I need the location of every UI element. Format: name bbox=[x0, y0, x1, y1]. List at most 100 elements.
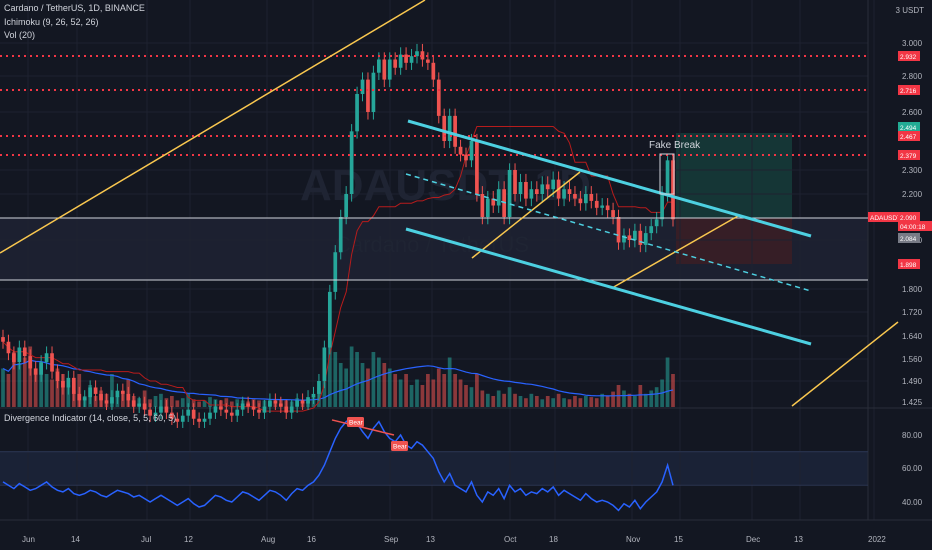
price-tag: 2.379 bbox=[900, 153, 917, 160]
volume-bar bbox=[649, 390, 654, 407]
volume-bar bbox=[611, 391, 615, 407]
candle-body bbox=[600, 205, 605, 208]
price-tick: 1.490 bbox=[902, 377, 923, 386]
volume-bar bbox=[387, 368, 392, 407]
volume-bar bbox=[464, 385, 468, 407]
price-tick: 2.600 bbox=[902, 108, 923, 117]
candle-body bbox=[22, 347, 27, 357]
time-tick: 15 bbox=[674, 535, 683, 544]
volume-bar bbox=[540, 399, 545, 407]
volume-bar bbox=[393, 374, 398, 407]
volume-bar bbox=[170, 396, 174, 407]
candle-body bbox=[420, 51, 425, 60]
candle-body bbox=[333, 252, 338, 292]
candle-body bbox=[180, 415, 185, 422]
candle-body bbox=[524, 182, 528, 199]
volume-bar bbox=[377, 357, 381, 407]
candle-body bbox=[300, 400, 305, 404]
volume-bar bbox=[627, 393, 632, 407]
bear-label-1: Bear bbox=[349, 420, 364, 427]
price-tag: 2.494 bbox=[900, 125, 917, 132]
candle-body bbox=[219, 406, 223, 410]
volume-bar bbox=[475, 374, 479, 407]
volume-bar bbox=[529, 393, 534, 407]
candle-body bbox=[583, 194, 588, 204]
ichimoku-legend[interactable]: Ichimoku (9, 26, 52, 26) bbox=[4, 17, 99, 27]
candle-body bbox=[191, 409, 196, 419]
bear-label-2: Bear bbox=[393, 444, 408, 451]
candle-body bbox=[551, 179, 556, 190]
volume-bar bbox=[355, 352, 359, 407]
volume-bar bbox=[327, 341, 332, 407]
volume-bar bbox=[66, 385, 71, 407]
candle-body bbox=[415, 51, 419, 57]
time-tick: 18 bbox=[549, 535, 558, 544]
candle-body bbox=[377, 59, 381, 73]
candle-body bbox=[6, 341, 11, 354]
volume-bar bbox=[447, 357, 452, 407]
volume-bar bbox=[28, 346, 33, 407]
volume-bar bbox=[180, 398, 185, 407]
candle-body bbox=[349, 131, 354, 194]
candle-body bbox=[513, 170, 517, 194]
candle-body bbox=[61, 381, 65, 388]
candle-body bbox=[12, 353, 16, 363]
currency-label: 3 USDT bbox=[895, 6, 924, 15]
candle-body bbox=[469, 141, 474, 161]
volume-bar bbox=[420, 385, 425, 407]
volume-bar bbox=[1, 368, 5, 407]
volume-bar bbox=[551, 398, 556, 407]
time-tick: Jun bbox=[22, 535, 35, 544]
volume-bar bbox=[229, 401, 234, 407]
candle-body bbox=[246, 403, 250, 407]
candle-body bbox=[317, 381, 321, 394]
price-tick: 1.640 bbox=[902, 332, 923, 341]
time-tick: Dec bbox=[746, 535, 760, 544]
candle-body bbox=[638, 230, 643, 245]
volume-bar bbox=[480, 390, 485, 407]
candle-body bbox=[120, 390, 125, 394]
volume-bar bbox=[507, 387, 512, 407]
candle-body bbox=[93, 387, 98, 394]
candle-body bbox=[453, 115, 457, 147]
candle-body bbox=[496, 189, 501, 206]
candle-body bbox=[534, 189, 539, 194]
volume-bar bbox=[382, 363, 387, 407]
candle-body bbox=[491, 198, 496, 206]
time-tick: Aug bbox=[261, 535, 275, 544]
channel-upper bbox=[407, 119, 812, 238]
volume-bar bbox=[333, 352, 338, 407]
candle-body bbox=[360, 79, 365, 94]
volume-bar bbox=[638, 385, 643, 407]
time-tick: 2022 bbox=[868, 535, 886, 544]
candle-body bbox=[540, 184, 545, 194]
volume-bar bbox=[502, 393, 506, 407]
candle-body bbox=[616, 217, 621, 243]
volume-bar bbox=[398, 379, 403, 407]
candle-body bbox=[660, 194, 664, 220]
candle-body bbox=[480, 194, 485, 217]
price-tick: 1.425 bbox=[902, 398, 923, 407]
volume-bar bbox=[366, 368, 370, 407]
symbol-title[interactable]: Cardano / TetherUS, 1D, BINANCE bbox=[4, 3, 145, 13]
candle-body bbox=[507, 170, 512, 217]
oscillator-tick: 80.00 bbox=[902, 431, 923, 440]
volume-legend[interactable]: Vol (20) bbox=[4, 30, 36, 40]
candle-body bbox=[371, 72, 376, 112]
price-tag: 2.090 bbox=[900, 215, 917, 222]
fake-break-label: Fake Break bbox=[649, 140, 701, 151]
candle-body bbox=[344, 194, 349, 217]
price-tick: 1.560 bbox=[902, 355, 923, 364]
price-tag-bg bbox=[898, 233, 920, 243]
candle-body bbox=[633, 230, 637, 240]
candle-body bbox=[66, 377, 71, 388]
candle-body bbox=[17, 347, 22, 363]
divergence-legend[interactable]: Divergence Indicator (14, close, 5, 5, 6… bbox=[4, 413, 177, 423]
candle-body bbox=[273, 400, 278, 404]
volume-bar bbox=[458, 379, 463, 407]
candle-body bbox=[240, 403, 245, 410]
volume-bar bbox=[513, 393, 517, 407]
candle-body bbox=[355, 94, 359, 132]
oscillator-tick: 40.00 bbox=[902, 498, 923, 507]
